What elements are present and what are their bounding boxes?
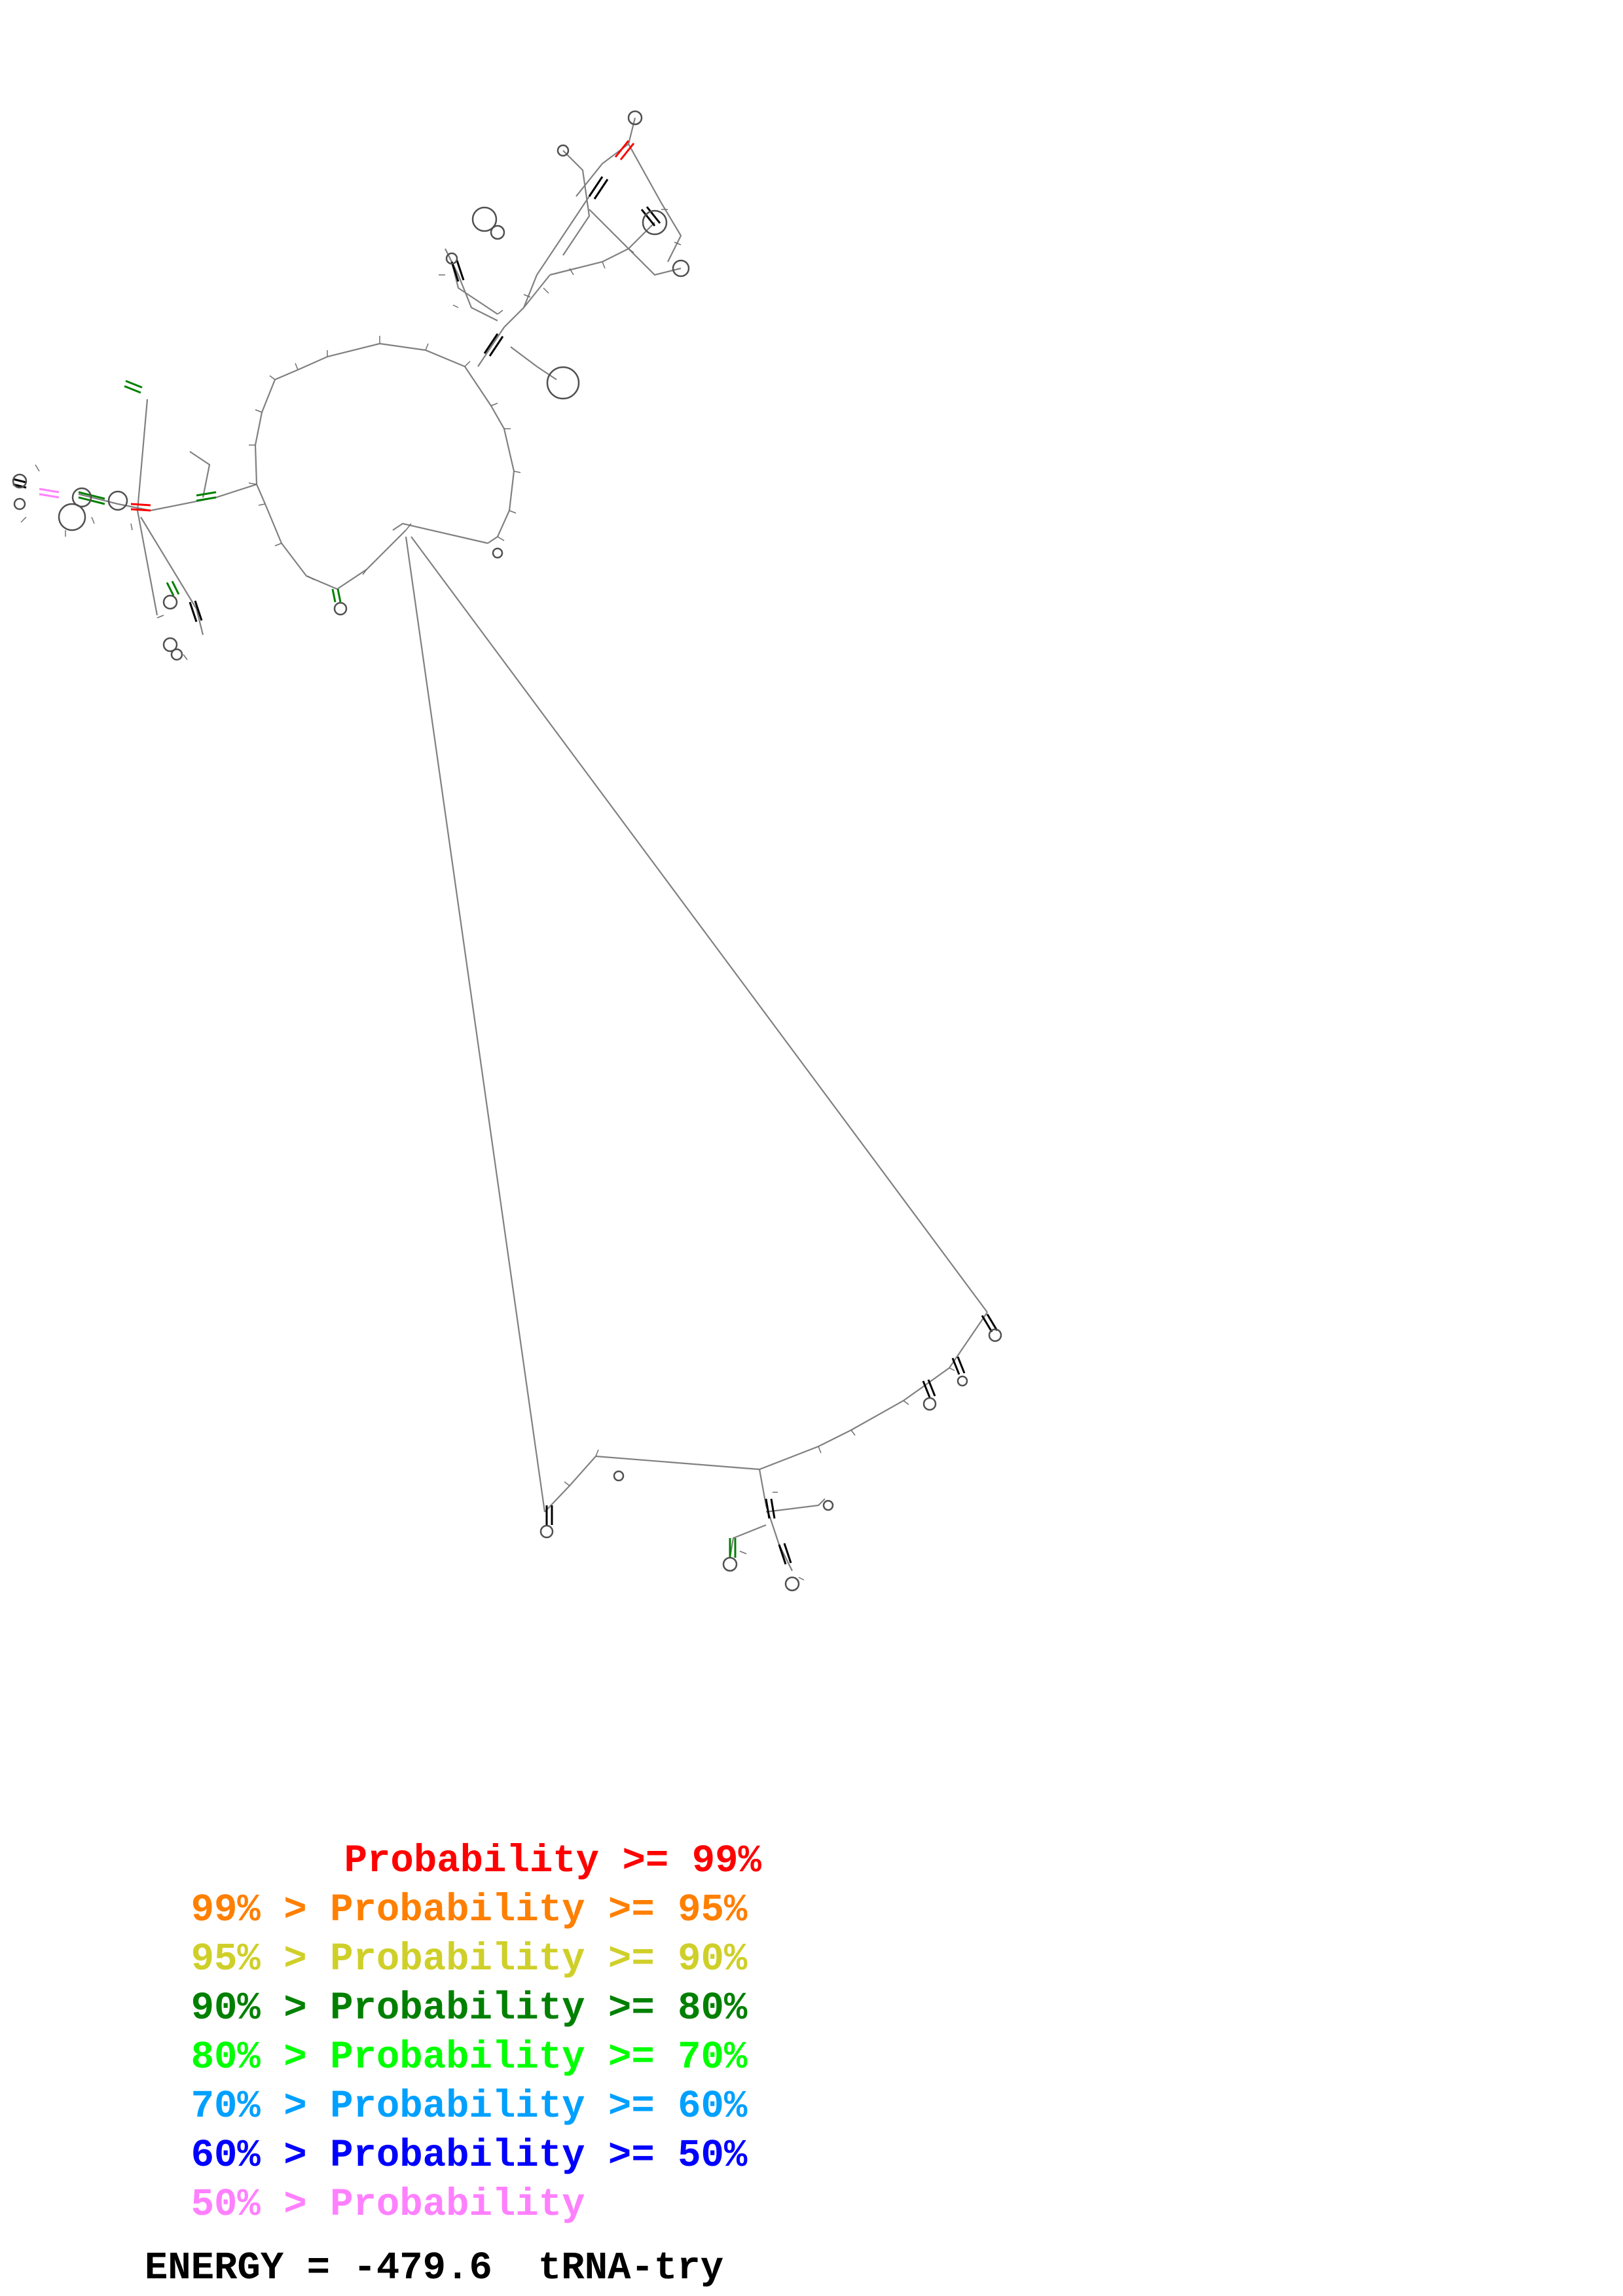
stem-lower-4 [778, 1543, 792, 1565]
lower-loop-arc [544, 1312, 988, 1513]
energy-value: ENERGY = -479.6 [144, 2246, 492, 2290]
upper-branch-b [522, 196, 590, 308]
hairpin-loop [627, 110, 643, 126]
hairpin-loop [162, 594, 178, 610]
hairpin-loop [71, 487, 92, 508]
stem-left-7 [166, 581, 180, 596]
stem-lower-2 [765, 1498, 776, 1519]
hairpin-loop [822, 1499, 834, 1511]
upper-branch-c [549, 222, 655, 276]
legend-label: Probability >= 60% [330, 2085, 748, 2128]
upper-branch-f [575, 117, 636, 197]
upper-branch-g [628, 143, 682, 262]
stem-upper-4 [614, 140, 635, 160]
hairpin-loop [471, 206, 498, 232]
hairpin-loop [445, 252, 458, 265]
upper-branch-e [589, 209, 682, 276]
stem-upper-3 [588, 176, 609, 200]
long-stem-right [410, 536, 988, 1313]
stem-left-3 [78, 491, 105, 505]
lower-right-branch [758, 1469, 793, 1571]
left-branch-long-2 [140, 516, 204, 636]
stem-left-2 [130, 503, 151, 512]
hairpin-loops [12, 110, 1002, 1592]
stem-lower-7 [981, 1314, 998, 1333]
legend-item-70: 80% > Probability >= 70% [98, 2000, 748, 2115]
hairpin-loop [957, 1375, 968, 1387]
legend-item-90: 95% > Probability >= 90% [98, 1901, 748, 2017]
legend-prefix: 95% > [191, 1937, 331, 1981]
legend-item-below-50: 50% > Probability [98, 2147, 585, 2263]
stem-lower-6 [951, 1356, 966, 1375]
hairpin-loop [170, 648, 183, 661]
hairpin-loop [492, 547, 503, 559]
hairpin-loop [12, 473, 27, 489]
long-stem-left [405, 536, 546, 1513]
legend-item-95: 99% > Probability >= 95% [98, 1852, 748, 1968]
legend-label: Probability >= 70% [330, 2036, 748, 2079]
multiloop-closing [392, 522, 488, 545]
legend-label: Probability >= 90% [330, 1937, 748, 1981]
legend-item-80: 90% > Probability >= 80% [98, 1950, 748, 2066]
stem-left-8 [124, 380, 143, 394]
legend-label: Probability [330, 2183, 585, 2227]
legend-prefix: 90% > [191, 1986, 331, 2030]
hairpin-loop [539, 1524, 554, 1539]
stem-left-1 [196, 491, 217, 502]
left-branch [78, 483, 257, 512]
stem-upper-1 [483, 333, 504, 357]
legend-prefix: 50% > [191, 2183, 331, 2227]
legend-label: Probability >= 99% [344, 1839, 761, 1883]
legend-prefix: 70% > [191, 2085, 331, 2128]
hairpin-loop [333, 601, 348, 616]
hairpin-loop [556, 144, 570, 157]
hairpin-loop [58, 503, 86, 531]
hairpin-loop [642, 209, 668, 236]
legend-label: Probability >= 50% [330, 2134, 748, 2178]
left-branch-side [189, 451, 211, 498]
base-tick-marks [20, 209, 955, 1581]
hairpin-loop [672, 259, 690, 278]
lower-right-branch-3 [729, 1524, 767, 1558]
stem-upper-2 [450, 260, 465, 282]
energy-footer: ENERGY = -479.6 tRNA-try [98, 2210, 723, 2287]
upper-branch-a [445, 248, 498, 321]
upper-branch-d [562, 150, 591, 256]
multiloop-arc [254, 342, 515, 590]
legend-prefix: 99% > [191, 1888, 331, 1932]
stem-upper-5 [640, 206, 661, 226]
hairpin-loop [107, 490, 128, 511]
hairpin-loop [922, 1397, 937, 1411]
rna-secondary-structure-diagram [12, 110, 1002, 1592]
lower-right-branch-2 [765, 1498, 826, 1513]
legend-item-60: 70% > Probability >= 60% [98, 2049, 748, 2164]
stem-lower-3 [729, 1538, 737, 1558]
helix-stems [12, 140, 998, 1565]
legend-prefix: 80% > [191, 2036, 331, 2079]
legend-item-99: Probability >= 99% [98, 1803, 761, 1919]
legend-prefix: 60% > [191, 2134, 331, 2178]
hairpin-loop [162, 637, 178, 653]
hairpin-loop [546, 366, 580, 400]
hairpin-loop [613, 1470, 625, 1482]
left-branch-long-1 [136, 399, 158, 616]
legend-item-50: 60% > Probability >= 50% [98, 2098, 748, 2214]
stem-lower-5 [922, 1379, 936, 1398]
upper-branch-stem [477, 274, 551, 367]
backbone-lines [78, 117, 988, 1571]
stem-left-4 [39, 488, 60, 499]
legend-label: Probability >= 95% [330, 1888, 748, 1932]
hairpin-loop [490, 224, 505, 240]
sequence-name: tRNA-try [538, 2246, 724, 2290]
hairpin-loop [988, 1328, 1002, 1342]
hairpin-loop [722, 1556, 738, 1572]
legend-label: Probability >= 80% [330, 1986, 748, 2030]
stem-left-6 [189, 600, 203, 622]
hairpin-loop [784, 1576, 800, 1592]
hairpin-loop [13, 497, 26, 511]
stem-lower-8 [331, 588, 342, 603]
upper-branch-i [450, 261, 498, 315]
stem-lower-1 [545, 1505, 553, 1525]
